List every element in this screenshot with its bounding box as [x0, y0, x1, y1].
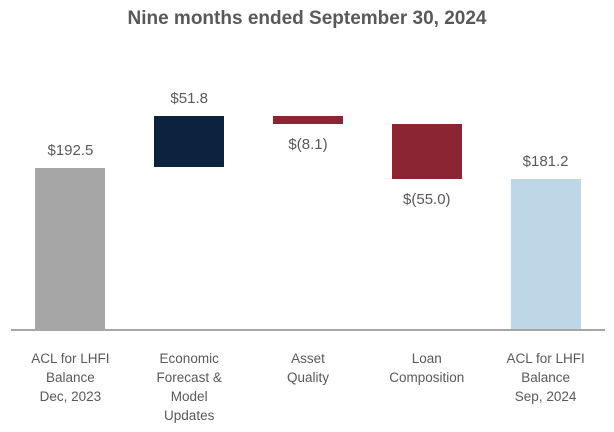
waterfall-bar-total [510, 178, 581, 330]
bar-value-label: $51.8 [170, 89, 208, 107]
waterfall-bar-total [35, 167, 106, 330]
bar-value-label: $181.2 [522, 152, 569, 170]
x-axis-label-line: Sep, 2024 [514, 389, 577, 404]
waterfall-bar-decrease [273, 115, 343, 124]
x-axis-label-line: Updates [164, 408, 215, 423]
x-axis-label-line: Balance [521, 370, 570, 385]
waterfall-bar-decrease [391, 123, 462, 179]
x-axis-label: Asset Quality [249, 349, 368, 387]
x-axis-label: ACL for LHFI Balance Dec, 2023 [11, 349, 130, 406]
x-axis-label: Loan Composition [367, 349, 486, 387]
x-axis-label-line: Economic [159, 351, 219, 366]
x-axis-label-line: ACL for LHFI [506, 351, 585, 366]
x-axis-label-line: Loan [411, 351, 442, 366]
x-axis-label-line: ACL for LHFI [31, 351, 110, 366]
x-axis-label-line: Asset [291, 351, 325, 366]
waterfall-bar-increase [154, 115, 225, 168]
bar-value-label: $192.5 [47, 141, 94, 159]
chart-title: Nine months ended September 30, 2024 [127, 8, 487, 29]
x-axis-label-line: Dec, 2023 [39, 389, 102, 404]
bar-value-label: $(55.0) [403, 190, 451, 208]
x-axis-label-line: Composition [389, 370, 465, 385]
x-axis-label-line: Quality [286, 370, 329, 385]
x-axis-line [11, 329, 605, 331]
x-axis-label-line: Forecast & [156, 370, 222, 385]
x-axis-label-line: Balance [46, 370, 95, 385]
x-axis-label: ACL for LHFI Balance Sep, 2024 [486, 349, 605, 406]
x-axis-label-line: Model [170, 389, 208, 404]
x-axis-label: Economic Forecast & Model Updates [130, 349, 249, 425]
bar-value-label: $(8.1) [288, 135, 328, 153]
